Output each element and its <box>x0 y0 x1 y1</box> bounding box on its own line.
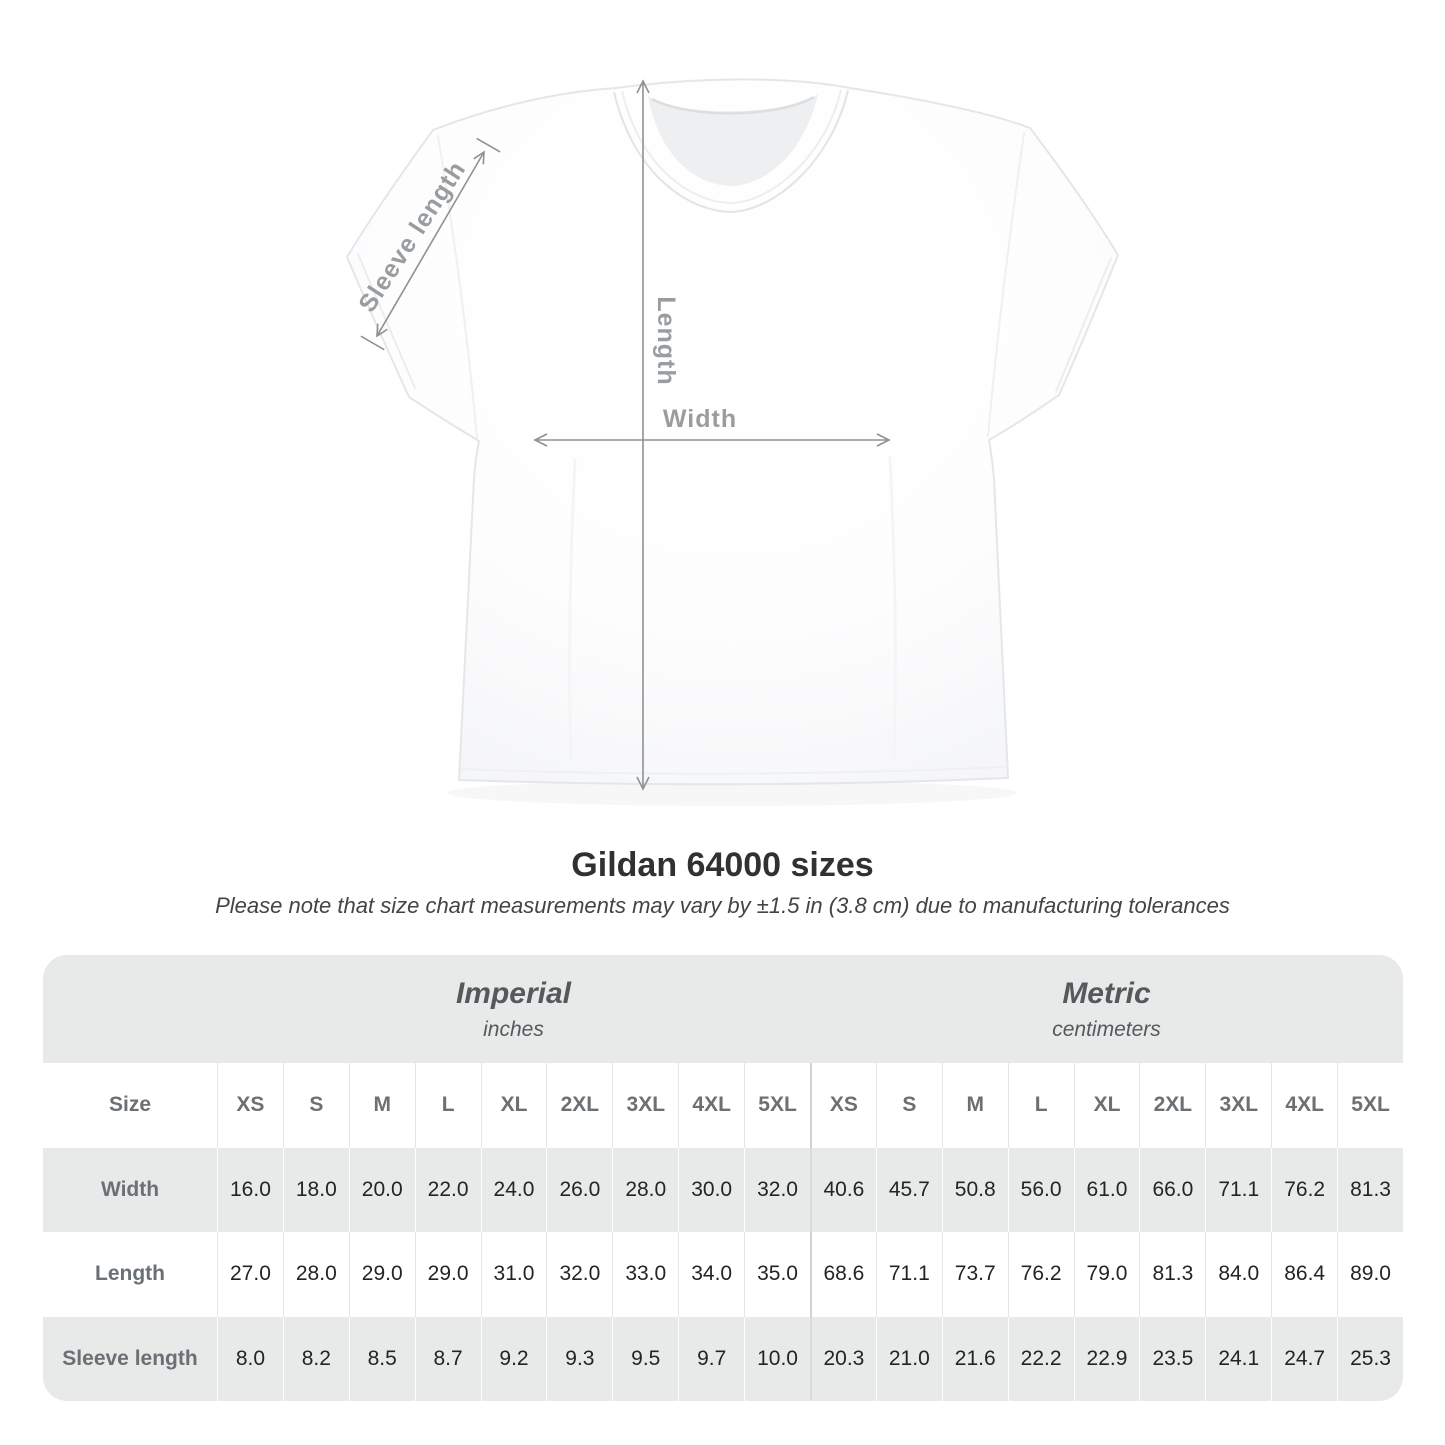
size-header-cell: 4XL <box>1271 1063 1338 1148</box>
size-header-cell: 5XL <box>744 1063 810 1148</box>
value-cell: 8.2 <box>282 1316 349 1401</box>
value-cell: 81.3 <box>1337 1147 1403 1232</box>
size-header-cell: M <box>941 1063 1008 1148</box>
row-label: Length <box>43 1232 217 1317</box>
width-dimension-arrow <box>533 433 891 447</box>
units-header-band: Imperial inches Metric centimeters <box>43 955 1403 1063</box>
value-cell: 33.0 <box>612 1232 679 1317</box>
size-header-cell: L <box>414 1063 481 1148</box>
value-cell: 86.4 <box>1271 1232 1338 1317</box>
size-header-cell: XL <box>480 1063 547 1148</box>
value-cell: 22.0 <box>414 1147 481 1232</box>
value-cell: 32.0 <box>546 1232 613 1317</box>
value-cell: 76.2 <box>1271 1147 1338 1232</box>
value-cell: 20.3 <box>809 1316 876 1401</box>
row-label: Width <box>43 1147 217 1232</box>
metric-header: Metric centimeters <box>810 977 1403 1042</box>
value-cell: 71.1 <box>1205 1147 1272 1232</box>
value-cell: 50.8 <box>941 1147 1008 1232</box>
size-header-cell: 3XL <box>1205 1063 1272 1148</box>
value-cell: 9.3 <box>546 1316 613 1401</box>
value-cell: 61.0 <box>1073 1147 1140 1232</box>
shirt-shadow <box>447 780 1017 806</box>
size-header-cell: 3XL <box>612 1063 679 1148</box>
size-header-cell: XS <box>809 1063 876 1148</box>
imperial-label: Imperial <box>455 976 572 1010</box>
imperial-header: Imperial inches <box>217 977 810 1042</box>
value-cell: 31.0 <box>480 1232 547 1317</box>
value-cell: 20.0 <box>348 1147 415 1232</box>
value-cell: 71.1 <box>875 1232 942 1317</box>
value-cell: 35.0 <box>744 1232 810 1317</box>
size-header-cell: S <box>282 1063 349 1148</box>
row-label: Sleeve length <box>43 1316 217 1401</box>
value-cell: 56.0 <box>1007 1147 1074 1232</box>
value-cell: 8.0 <box>217 1316 283 1401</box>
value-cell: 22.9 <box>1073 1316 1140 1401</box>
value-cell: 29.0 <box>414 1232 481 1317</box>
size-header-cell: 2XL <box>546 1063 613 1148</box>
value-cell: 26.0 <box>546 1147 613 1232</box>
size-header-cell: S <box>875 1063 942 1148</box>
tshirt-measurement-diagram: Length Width Sleeve length <box>346 78 1119 806</box>
value-cell: 34.0 <box>678 1232 745 1317</box>
metric-label: Metric <box>1062 976 1151 1010</box>
size-header-cell: 4XL <box>678 1063 745 1148</box>
size-grid: Size XS S M L XL 2XL 3XL 4XL 5XL XS S M L XL 2XL 3XL 4XL 5… <box>43 1063 1403 1401</box>
value-cell: 84.0 <box>1205 1232 1272 1317</box>
value-cell: 68.6 <box>809 1232 876 1317</box>
size-column-header: Size <box>43 1063 217 1148</box>
value-cell: 27.0 <box>217 1232 283 1317</box>
value-cell: 23.5 <box>1139 1316 1206 1401</box>
metric-unit: centimeters <box>1052 1017 1161 1041</box>
value-cell: 28.0 <box>282 1232 349 1317</box>
value-cell: 9.5 <box>612 1316 679 1401</box>
value-cell: 29.0 <box>348 1232 415 1317</box>
value-cell: 79.0 <box>1073 1232 1140 1317</box>
size-header-cell: 5XL <box>1337 1063 1403 1148</box>
value-cell: 76.2 <box>1007 1232 1074 1317</box>
value-cell: 24.1 <box>1205 1316 1272 1401</box>
value-cell: 9.2 <box>480 1316 547 1401</box>
value-cell: 24.0 <box>480 1147 547 1232</box>
length-dimension-arrow <box>636 79 650 791</box>
value-cell: 81.3 <box>1139 1232 1206 1317</box>
value-cell: 18.0 <box>282 1147 349 1232</box>
value-cell: 25.3 <box>1337 1316 1403 1401</box>
value-cell: 22.2 <box>1007 1316 1074 1401</box>
value-cell: 45.7 <box>875 1147 942 1232</box>
value-cell: 30.0 <box>678 1147 745 1232</box>
value-cell: 32.0 <box>744 1147 810 1232</box>
length-label: Length <box>652 296 680 385</box>
value-cell: 9.7 <box>678 1316 745 1401</box>
size-header-cell: 2XL <box>1139 1063 1206 1148</box>
collar <box>613 89 849 214</box>
value-cell: 16.0 <box>217 1147 283 1232</box>
tolerance-note: Please note that size chart measurements… <box>215 893 1230 918</box>
imperial-unit: inches <box>483 1017 544 1041</box>
sleeve-length-dimension-arrow <box>360 137 501 351</box>
value-cell: 66.0 <box>1139 1147 1206 1232</box>
width-label: Width <box>663 405 737 433</box>
value-cell: 73.7 <box>941 1232 1008 1317</box>
value-cell: 10.0 <box>744 1316 810 1401</box>
shirt-seams <box>357 132 1112 775</box>
value-cell: 24.7 <box>1271 1316 1338 1401</box>
size-header-cell: M <box>348 1063 415 1148</box>
value-cell: 28.0 <box>612 1147 679 1232</box>
tshirt-graphic <box>346 78 1119 786</box>
value-cell: 40.6 <box>809 1147 876 1232</box>
value-cell: 21.6 <box>941 1316 1008 1401</box>
value-cell: 8.5 <box>348 1316 415 1401</box>
size-header-cell: XS <box>217 1063 283 1148</box>
value-cell: 89.0 <box>1337 1232 1403 1317</box>
value-cell: 21.0 <box>875 1316 942 1401</box>
size-header-cell: L <box>1007 1063 1074 1148</box>
page-title: Gildan 64000 sizes <box>571 846 874 884</box>
size-header-cell: XL <box>1073 1063 1140 1148</box>
value-cell: 8.7 <box>414 1316 481 1401</box>
size-table: Imperial inches Metric centimeters Size X… <box>43 955 1403 1401</box>
